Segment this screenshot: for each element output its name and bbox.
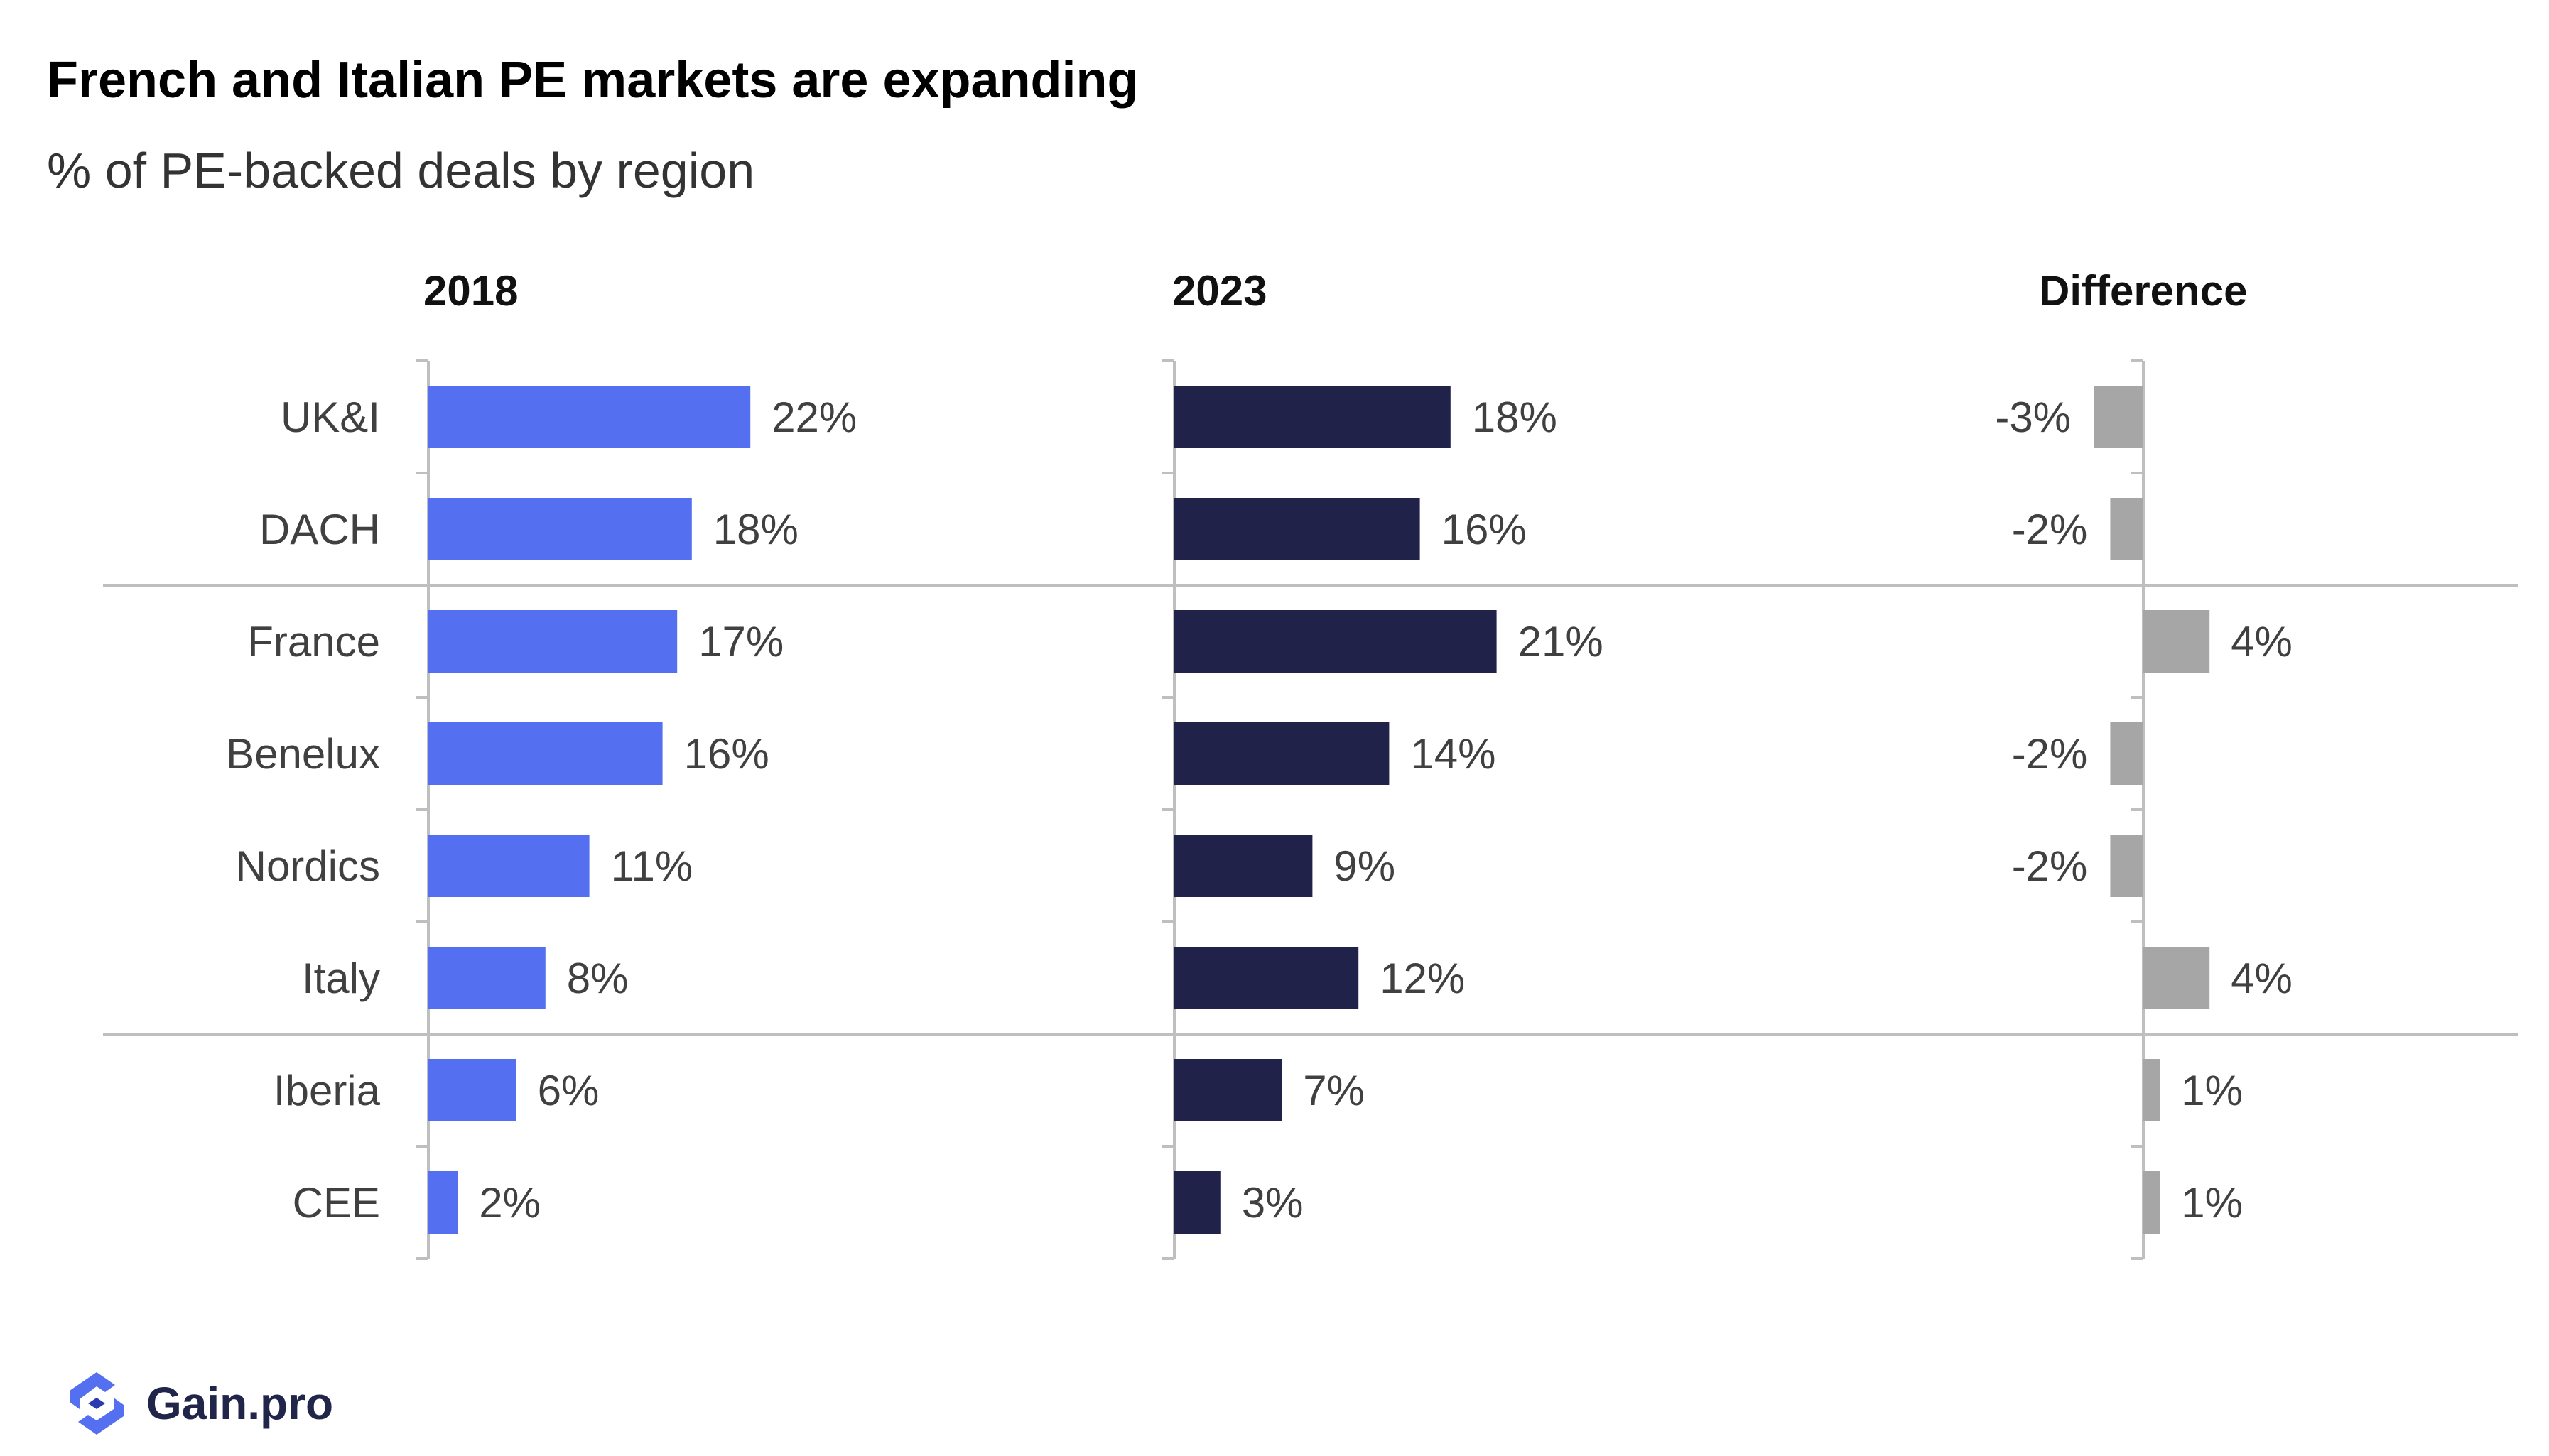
data-label: 14% [1410,730,1495,778]
data-label: 18% [1472,393,1557,441]
bar-2018-nordics [428,835,590,897]
bar-2023-france [1174,610,1497,673]
chart-subtitle: % of PE-backed deals by region [47,143,755,198]
bar-difference-dach [2110,498,2143,560]
bar-2023-dach [1174,498,1420,560]
bar-2018-uk-i [428,386,751,448]
data-label: 21% [1518,618,1603,665]
bar-difference-cee [2143,1171,2160,1234]
bar-2023-iberia [1174,1059,1282,1121]
bar-2018-benelux [428,722,663,785]
bar-difference-france [2143,610,2210,673]
series-header: 2018 [423,267,518,315]
bar-2023-benelux [1174,722,1390,785]
data-label: -2% [2012,730,2088,778]
bar-2018-italy [428,947,546,1009]
category-label: Italy [302,955,380,1002]
data-label: 11% [611,842,693,890]
data-label: 22% [772,393,857,441]
category-label: Nordics [236,842,380,890]
series-header: 2023 [1172,267,1267,315]
bar-2023-uk-i [1174,386,1451,448]
data-label: 6% [538,1067,600,1114]
bar-2023-cee [1174,1171,1221,1234]
data-label: 3% [1242,1179,1304,1227]
series-header: Difference [2039,267,2247,315]
category-label: France [247,618,380,665]
bar-difference-italy [2143,947,2210,1009]
bar-2018-cee [428,1171,458,1234]
bar-2023-italy [1174,947,1359,1009]
category-label: UK&I [281,393,380,441]
data-label: 12% [1380,955,1465,1002]
data-label: 7% [1303,1067,1365,1114]
bar-difference-benelux [2110,722,2143,785]
data-label: 4% [2231,618,2293,665]
data-label: 16% [1441,506,1527,553]
data-label: 1% [2181,1067,2243,1114]
brand-logo: Gain.pro [63,1369,333,1438]
category-label: DACH [259,506,380,553]
data-label: 1% [2181,1179,2243,1227]
data-label: -2% [2012,506,2088,553]
data-label: 4% [2231,955,2293,1002]
bar-2018-france [428,610,678,673]
bar-difference-uk-i [2094,386,2143,448]
data-label: 2% [479,1179,541,1227]
category-label: CEE [293,1179,380,1227]
category-label: Benelux [226,730,380,778]
data-label: 16% [684,730,769,778]
data-label: 9% [1333,842,1395,890]
data-label: -2% [2012,842,2088,890]
gain-logo-icon [70,1372,124,1435]
category-label: Iberia [274,1067,381,1114]
bar-difference-nordics [2110,835,2143,897]
chart-title: French and Italian PE markets are expand… [47,52,1139,109]
data-label: -3% [1995,393,2071,441]
data-label: 8% [567,955,629,1002]
data-label: 17% [698,618,784,665]
bar-2018-iberia [428,1059,516,1121]
brand-name: Gain.pro [146,1378,334,1429]
bar-2018-dach [428,498,692,560]
bar-2023-nordics [1174,835,1313,897]
bar-chart: UK&I DACH France Benelux Nordics Italy Iberia C… [103,267,2518,1260]
data-label: 18% [713,506,799,553]
bar-difference-iberia [2143,1059,2160,1121]
